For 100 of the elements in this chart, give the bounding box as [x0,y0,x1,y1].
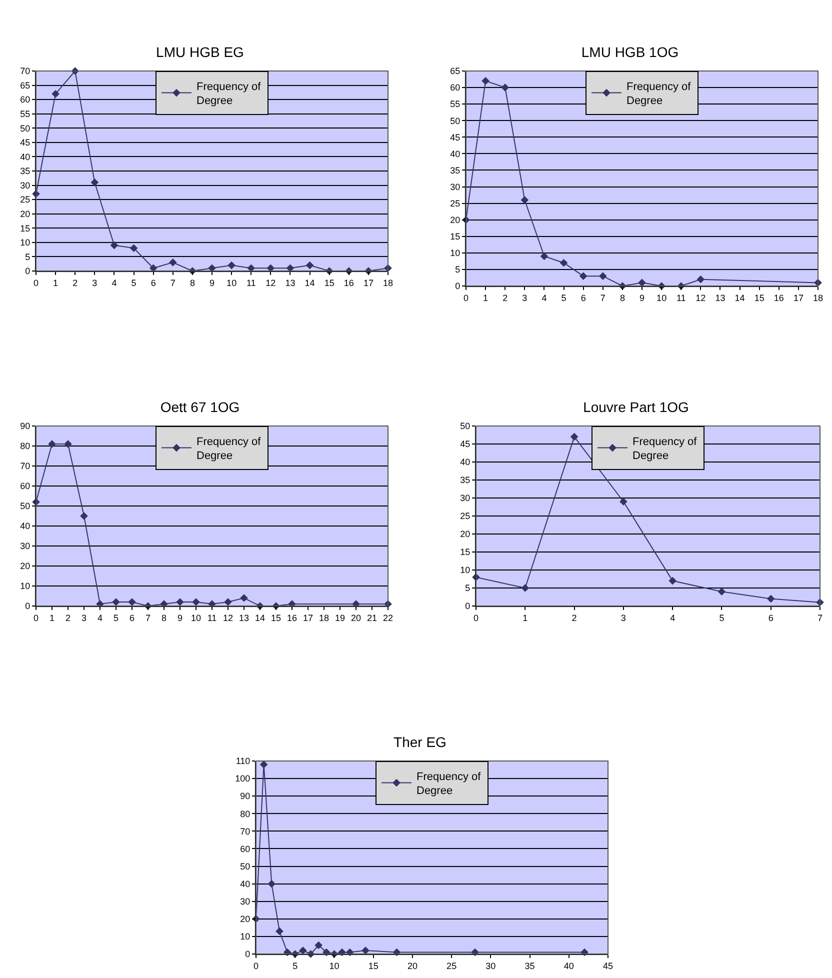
x-tick-label: 7 [817,612,823,623]
legend-label: Frequency of Degree [632,436,698,462]
x-tick-label: 11 [676,292,686,303]
x-tick-label: 35 [524,960,535,971]
x-tick-label: 20 [350,612,362,623]
y-tick-label: 30 [20,541,30,552]
y-tick-label: 0 [25,601,30,612]
y-tick-label: 10 [450,248,460,258]
y-tick-label: 0 [245,949,250,960]
point [48,440,56,448]
point [268,880,276,888]
point [620,498,628,506]
x-tick-label: 3 [620,612,626,623]
y-tick-label: 50 [450,116,460,126]
x-tick-label: 16 [344,278,354,288]
x-tick-label: 12 [222,612,234,623]
x-tick-label: 15 [754,292,764,303]
x-tick-label: 9 [209,278,215,288]
y-tick-label: 40 [20,521,30,532]
y-tick-label: 50 [460,421,470,432]
y-tick-label: 5 [455,264,460,275]
y-tick-label: 60 [20,94,30,105]
point [501,84,510,92]
y-tick-label: 35 [460,475,470,486]
y-tick-label: 10 [460,565,470,576]
chart-title: Oett 67 1OG [160,398,240,415]
point [130,244,138,252]
y-tick-label: 30 [240,896,250,907]
x-tick-label: 13 [238,612,250,623]
point [80,512,88,520]
y-tick-label: 0 [465,601,470,612]
chart-title: Ther EG [394,734,446,750]
x-tick-label: 45 [602,960,614,971]
x-tick-label: 17 [302,612,314,623]
y-tick-label: 25 [20,194,30,205]
y-tick-label: 65 [450,66,460,76]
point [90,178,99,186]
x-tick-label: 12 [696,292,706,303]
point [718,588,726,596]
y-tick-label: 110 [236,756,250,766]
x-tick-label: 2 [72,278,78,288]
y-tick-label: 10 [20,238,30,248]
y-tick-label: 5 [465,583,470,594]
y-tick-label: 55 [450,99,460,110]
point [598,272,607,280]
point [276,927,284,936]
x-tick-label: 15 [324,278,334,288]
x-tick-label: 16 [774,292,784,303]
point [112,598,120,606]
point [570,432,578,441]
y-tick-label: 40 [240,878,250,889]
x-tick-label: 19 [334,612,346,623]
point [520,196,529,204]
x-tick-label: 8 [161,612,167,623]
x-tick-label: 0 [33,612,39,623]
x-tick-label: 7 [600,292,606,303]
chart-title: LMU HGB EG [156,44,244,60]
y-tick-label: 45 [450,132,460,142]
point [314,941,322,950]
y-tick-label: 50 [20,501,30,512]
x-tick-label: 2 [572,612,577,623]
point [696,275,705,284]
x-tick-label: 4 [112,278,117,288]
x-tick-label: 10 [190,612,202,623]
y-tick-label: 40 [460,457,470,468]
x-tick-label: 18 [318,612,330,623]
x-tick-label: 14 [734,292,745,303]
point [560,258,568,267]
legend-label: Frequency of Degree [196,80,262,108]
y-tick-label: 40 [20,152,30,162]
x-tick-label: 17 [363,278,374,288]
y-tick-label: 100 [235,774,250,784]
y-tick-label: 0 [25,266,30,276]
y-tick-label: 70 [20,461,30,472]
x-tick-label: 8 [190,278,195,288]
y-tick-label: 25 [460,511,470,522]
y-tick-label: 30 [450,182,460,192]
x-tick-label: 12 [266,278,276,288]
x-tick-label: 1 [49,612,55,623]
y-tick-label: 70 [240,826,250,836]
y-tick-label: 80 [240,808,250,819]
x-tick-label: 2 [502,292,508,303]
y-tick-label: 90 [240,791,250,802]
y-tick-label: 50 [240,861,250,872]
point [668,576,676,585]
x-tick-label: 14 [304,278,315,288]
y-tick-label: 40 [450,148,460,159]
point [482,77,490,85]
y-tick-label: 60 [240,844,250,854]
y-tick-label: 20 [450,215,460,225]
y-tick-label: 35 [450,165,460,176]
y-tick-label: 45 [460,439,470,450]
y-tick-label: 10 [20,581,30,592]
y-tick-label: 35 [20,166,30,176]
x-tick-label: 4 [670,612,676,623]
x-tick-label: 9 [177,612,183,623]
y-tick-label: 45 [20,138,30,148]
y-tick-label: 70 [20,66,30,76]
x-tick-label: 0 [253,960,259,971]
y-tick-label: 20 [20,561,30,572]
